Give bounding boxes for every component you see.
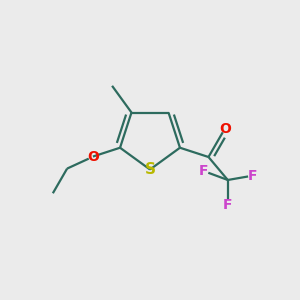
Text: F: F (223, 199, 232, 212)
Text: F: F (199, 164, 208, 178)
Text: S: S (145, 162, 155, 177)
Text: O: O (87, 149, 99, 164)
Text: O: O (219, 122, 231, 136)
Text: F: F (248, 169, 258, 183)
